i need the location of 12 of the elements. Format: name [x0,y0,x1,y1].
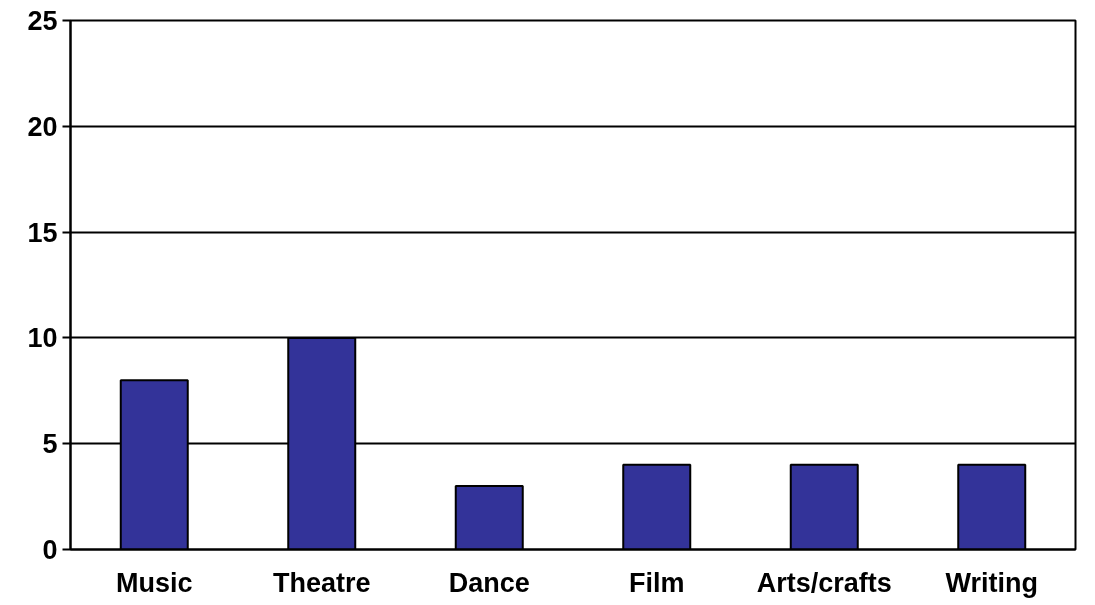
x-tick-label: Writing [945,567,1038,598]
x-tick-label: Theatre [272,567,371,598]
y-tick-label: 5 [42,429,58,460]
y-tick-label: 20 [27,111,58,142]
x-tick-label: Dance [448,567,530,598]
y-tick-label: 10 [27,323,58,354]
y-tick-label: 25 [27,6,58,36]
y-tick-label: 15 [27,217,58,248]
x-tick-label: Arts/crafts [756,567,892,598]
x-tick-label: Film [629,567,685,598]
y-tick-label: 0 [42,535,58,565]
x-tick-label: Music [115,567,193,598]
